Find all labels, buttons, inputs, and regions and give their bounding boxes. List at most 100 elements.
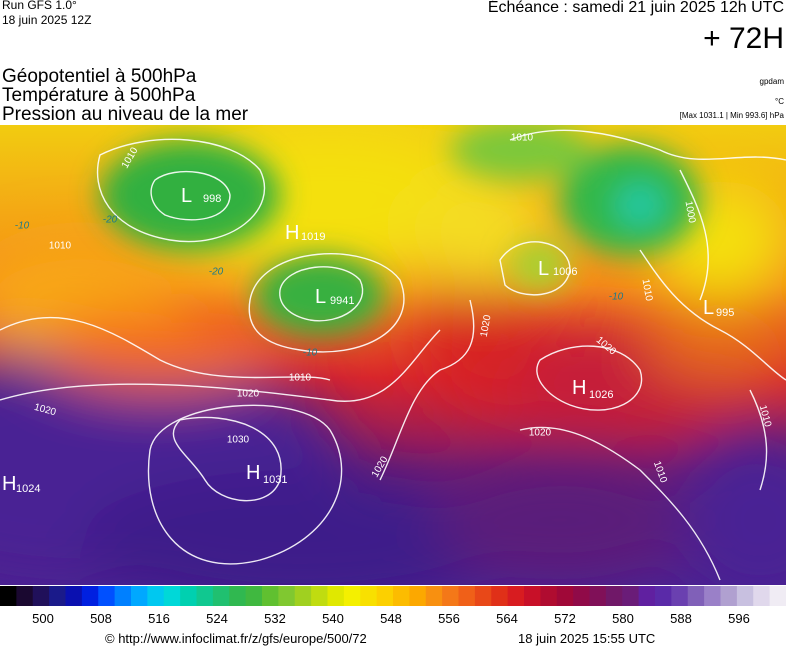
isobar-label: 1020 [479, 314, 494, 338]
center-value: 995 [716, 307, 734, 319]
colorbar-label: 580 [612, 611, 634, 626]
center-value: 1019 [301, 231, 325, 243]
colorbar-label: 532 [264, 611, 286, 626]
isobar-label: 1010 [289, 373, 312, 384]
colorbar-swatch [311, 586, 328, 606]
colorbar-swatch [573, 586, 590, 606]
run: Run GFS 1.0° [2, 0, 77, 12]
center-value: 1031 [263, 474, 287, 486]
colorbar-swatch [294, 586, 312, 606]
map [0, 125, 786, 585]
colorbar-swatch [638, 586, 656, 606]
center-value: 1006 [553, 266, 577, 278]
center-value: 1026 [589, 389, 613, 401]
colorbar-swatch [769, 586, 786, 606]
title-geopotential: Géopotentiel à 500hPa [2, 66, 197, 87]
colorbar-label: 588 [670, 611, 692, 626]
colorbar-swatch [425, 586, 443, 606]
colorbar-labels: 5005085165245325405485565645725805885966… [32, 611, 750, 626]
center-value: 1024 [16, 483, 40, 495]
colorbar-swatch [147, 586, 165, 606]
colorbar-label: 564 [496, 611, 518, 626]
colorbar-swatch [474, 586, 492, 606]
colorbar-swatch [753, 586, 771, 606]
center-letter: H [2, 473, 16, 495]
center-letter: L [181, 185, 192, 207]
colorbar-label: 516 [148, 611, 170, 626]
colorbar-swatch [114, 586, 132, 606]
isobar-label: 1000 [683, 200, 698, 224]
temperature-label: -10 [15, 221, 30, 232]
colorbar-swatch [720, 586, 738, 606]
isobar-label: 1020 [529, 428, 552, 439]
colorbar-swatch [393, 586, 410, 606]
center-letter: H [572, 377, 586, 399]
colorbar-swatch [212, 586, 230, 606]
colorbar-swatch [180, 586, 197, 606]
echeance: Échéance : samedi 21 juin 2025 12h UTC [488, 0, 784, 16]
colorbar-swatch [409, 586, 427, 606]
isobar-label: 1030 [227, 435, 250, 446]
colorbar-label: 548 [380, 611, 402, 626]
pressure-range: [Max 1031.1 | Min 993.6] hPa [680, 111, 785, 120]
colorbar-swatch [163, 586, 181, 606]
colorbar-label: 540 [322, 611, 344, 626]
title-temperature: Température à 500hPa [2, 85, 196, 106]
footer-date: 18 juin 2025 15:55 UTC [518, 631, 655, 646]
run-date: 18 juin 2025 12Z [2, 13, 91, 27]
colorbar-swatch [81, 586, 99, 606]
colorbar-swatch [278, 586, 296, 606]
center-letter: L [703, 297, 714, 319]
colorbar-swatch [0, 586, 17, 606]
colorbar-swatch [32, 586, 50, 606]
colorbar-swatch [507, 586, 525, 606]
lead-time: + 72H [703, 22, 784, 55]
colorbar-label: 556 [438, 611, 460, 626]
center-value: 9941 [330, 295, 354, 307]
colorbar-swatch [491, 586, 509, 606]
colorbar-label: 508 [90, 611, 112, 626]
colorbar-swatch [605, 586, 623, 606]
colorbar-swatch [704, 586, 721, 606]
colorbar-swatch [131, 586, 148, 606]
colorbar-label: 524 [206, 611, 228, 626]
center-letter: L [315, 286, 326, 308]
colorbar-label: 572 [554, 611, 576, 626]
colorbar-swatch [196, 586, 214, 606]
colorbar-swatch [589, 586, 607, 606]
colorbar-swatch [556, 586, 574, 606]
colorbar-swatch [540, 586, 558, 606]
colorbar-swatch [376, 586, 394, 606]
center-letter: H [246, 462, 260, 484]
colorbar-swatch [245, 586, 263, 606]
colorbar-swatch [343, 586, 361, 606]
colorbar-swatch [736, 586, 754, 606]
center-value: 998 [203, 193, 221, 205]
colorbar-swatch [262, 586, 279, 606]
footer-url: © http://www.infoclimat.fr/z/gfs/europe/… [105, 631, 367, 646]
colorbar-swatch [622, 586, 640, 606]
colorbar-swatch [524, 586, 541, 606]
center-letter: H [285, 222, 299, 244]
temperature-label: -10 [609, 292, 624, 303]
colorbar-swatch [49, 586, 66, 606]
colorbar-label: 500 [32, 611, 54, 626]
isobar-label: 1010 [49, 241, 72, 252]
unit-temperature: °C [775, 97, 784, 106]
colorbar-swatch [327, 586, 345, 606]
colorbar-swatch [442, 586, 459, 606]
colorbar-swatch [360, 586, 378, 606]
colorbar-swatch [16, 586, 34, 606]
colorbar-swatch [458, 586, 476, 606]
temperature-label: -20 [103, 215, 118, 226]
center-letter: L [538, 258, 549, 280]
colorbar-swatch [671, 586, 689, 606]
colorbar-swatch [655, 586, 672, 606]
temperature-label: -20 [209, 267, 224, 278]
unit-geopotential: gpdam [760, 77, 785, 86]
colorbar-label: 596 [728, 611, 750, 626]
colorbar-swatch [98, 586, 116, 606]
isobar-label: 1020 [237, 389, 260, 400]
pressure-centers: H 1024 H 1031 H 1019 L 9941 L 998 L 1006… [2, 185, 734, 495]
